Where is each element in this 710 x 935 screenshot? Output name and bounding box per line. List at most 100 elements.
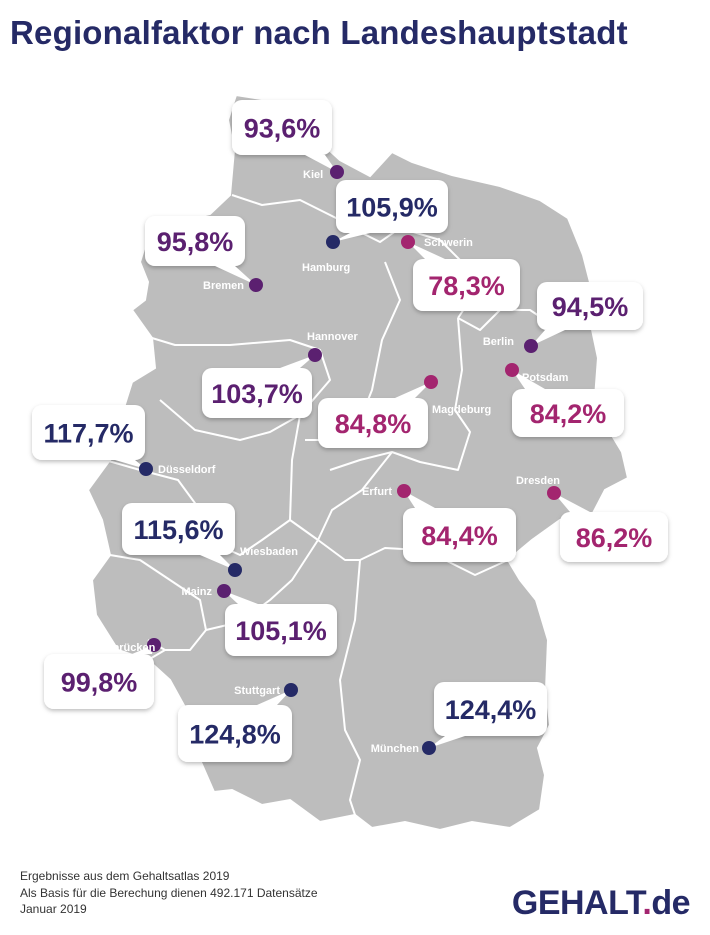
value-callout-box <box>44 654 154 709</box>
city-dot <box>424 375 438 389</box>
city-name-label: Magdeburg <box>432 404 491 416</box>
value-callout-box <box>403 508 516 562</box>
city-marker-mainz: 105,1% Mainz <box>181 584 337 656</box>
callout-pointer <box>554 493 590 512</box>
regional-factor-value: 84,8% <box>335 409 412 439</box>
city-marker-wiesbaden: 115,6% Wiesbaden <box>122 503 298 577</box>
value-callout-box <box>225 604 337 656</box>
callout-pointer <box>280 355 315 368</box>
city-name-label: Stuttgart <box>234 685 280 697</box>
city-dot <box>505 363 519 377</box>
regional-factor-value: 124,4% <box>445 695 537 725</box>
regional-factor-value: 78,3% <box>428 271 505 301</box>
state-borders <box>104 194 561 816</box>
source-line-2: Als Basis für die Berechung dienen 492.1… <box>20 885 318 900</box>
value-callout-box <box>537 282 643 330</box>
city-marker-erfurt: 84,4% Erfurt <box>362 484 516 562</box>
regional-factor-value: 84,4% <box>421 521 498 551</box>
value-callout-box <box>560 512 668 562</box>
city-name-label: Berlin <box>483 336 514 348</box>
city-dot <box>524 339 538 353</box>
city-dot <box>397 484 411 498</box>
city-dot <box>308 348 322 362</box>
callout-pointer <box>404 491 435 508</box>
regional-factor-value: 105,9% <box>346 193 438 223</box>
regional-factor-value: 86,2% <box>576 523 653 553</box>
callout-pointer <box>224 591 258 604</box>
value-callout-box <box>202 368 312 418</box>
city-dot <box>228 563 242 577</box>
city-dot <box>147 638 161 652</box>
value-callout-box <box>145 216 245 266</box>
value-callout-box <box>434 682 547 736</box>
city-dot <box>330 165 344 179</box>
city-marker-dresden: 86,2% Dresden <box>516 475 668 562</box>
callout-pointer <box>531 330 565 346</box>
city-name-label: Bremen <box>203 280 244 292</box>
city-marker-duesseldorf: 117,7% Düsseldorf <box>32 405 216 476</box>
city-dot <box>217 584 231 598</box>
callout-pointer <box>200 555 235 570</box>
city-dot <box>284 683 298 697</box>
city-name-label: Schwerin <box>424 237 473 249</box>
city-name-label: Saarbrücken <box>89 642 156 654</box>
callout-pointer <box>395 382 431 398</box>
city-dot <box>139 462 153 476</box>
city-marker-potsdam: 84,2% Potsdam <box>505 363 624 437</box>
callout-pointer <box>333 233 370 242</box>
city-marker-hannover: 103,7% Hannover <box>202 331 358 418</box>
city-marker-stuttgart: 124,8% Stuttgart <box>178 683 298 762</box>
regional-factor-value: 115,6% <box>133 515 223 545</box>
city-dot <box>326 235 340 249</box>
value-callout-box <box>413 259 520 311</box>
regional-factor-value: 84,2% <box>530 399 607 429</box>
value-callout-box <box>122 503 235 555</box>
value-callout-box <box>336 180 448 233</box>
value-callout-box <box>318 398 428 448</box>
city-dot <box>547 486 561 500</box>
callout-pointer <box>512 370 545 389</box>
regional-factor-value: 95,8% <box>157 227 234 257</box>
city-marker-bremen: 95,8% Bremen <box>145 216 263 292</box>
city-name-label: Hannover <box>307 331 358 343</box>
city-name-label: Kiel <box>303 169 323 181</box>
source-note: Ergebnisse aus dem Gehaltsatlas 2019 Als… <box>20 868 318 918</box>
city-name-label: Erfurt <box>362 486 392 498</box>
gehalt-logo: GEHALT.de <box>511 884 691 922</box>
regional-factor-value: 93,6% <box>244 114 321 144</box>
value-callout-box <box>232 100 332 155</box>
city-marker-magdeburg: 84,8% Magdeburg <box>318 375 491 448</box>
city-marker-kiel: 93,6% Kiel <box>232 100 344 181</box>
source-line-3: Januar 2019 <box>20 902 87 916</box>
city-dot <box>422 741 436 755</box>
callout-pointer <box>215 266 256 285</box>
regional-factor-value: 94,5% <box>552 292 629 322</box>
value-callout-box <box>512 389 624 437</box>
city-name-label: Mainz <box>181 586 212 598</box>
callout-pointer <box>429 736 465 748</box>
source-line-1: Ergebnisse aus dem Gehaltsatlas 2019 <box>20 869 230 883</box>
regional-factor-value: 105,1% <box>235 616 327 646</box>
city-name-label: Potsdam <box>522 372 569 384</box>
callout-pointer <box>408 242 445 259</box>
city-name-label: Hamburg <box>302 262 350 274</box>
city-name-label: München <box>371 743 420 755</box>
callout-pointer <box>115 460 146 469</box>
city-marker-berlin: 94,5% Berlin <box>483 282 643 353</box>
city-marker-hamburg: 105,9% Hamburg <box>302 180 448 274</box>
city-name-label: Dresden <box>516 475 560 487</box>
city-dot <box>249 278 263 292</box>
page-title: Regionalfaktor nach Landeshauptstadt <box>10 14 628 51</box>
city-marker-schwerin: 78,3% Schwerin <box>401 235 520 311</box>
callout-pointer <box>305 155 337 172</box>
callout-pointer <box>257 690 291 705</box>
regional-factor-value: 103,7% <box>211 379 303 409</box>
city-name-label: Wiesbaden <box>240 546 298 558</box>
city-dot <box>401 235 415 249</box>
value-callout-box <box>178 705 292 762</box>
regional-factor-value: 124,8% <box>189 720 281 750</box>
regional-factor-value: 99,8% <box>61 668 138 698</box>
city-marker-muenchen: 124,4% München <box>371 682 547 755</box>
regional-factor-value: 117,7% <box>43 419 133 449</box>
